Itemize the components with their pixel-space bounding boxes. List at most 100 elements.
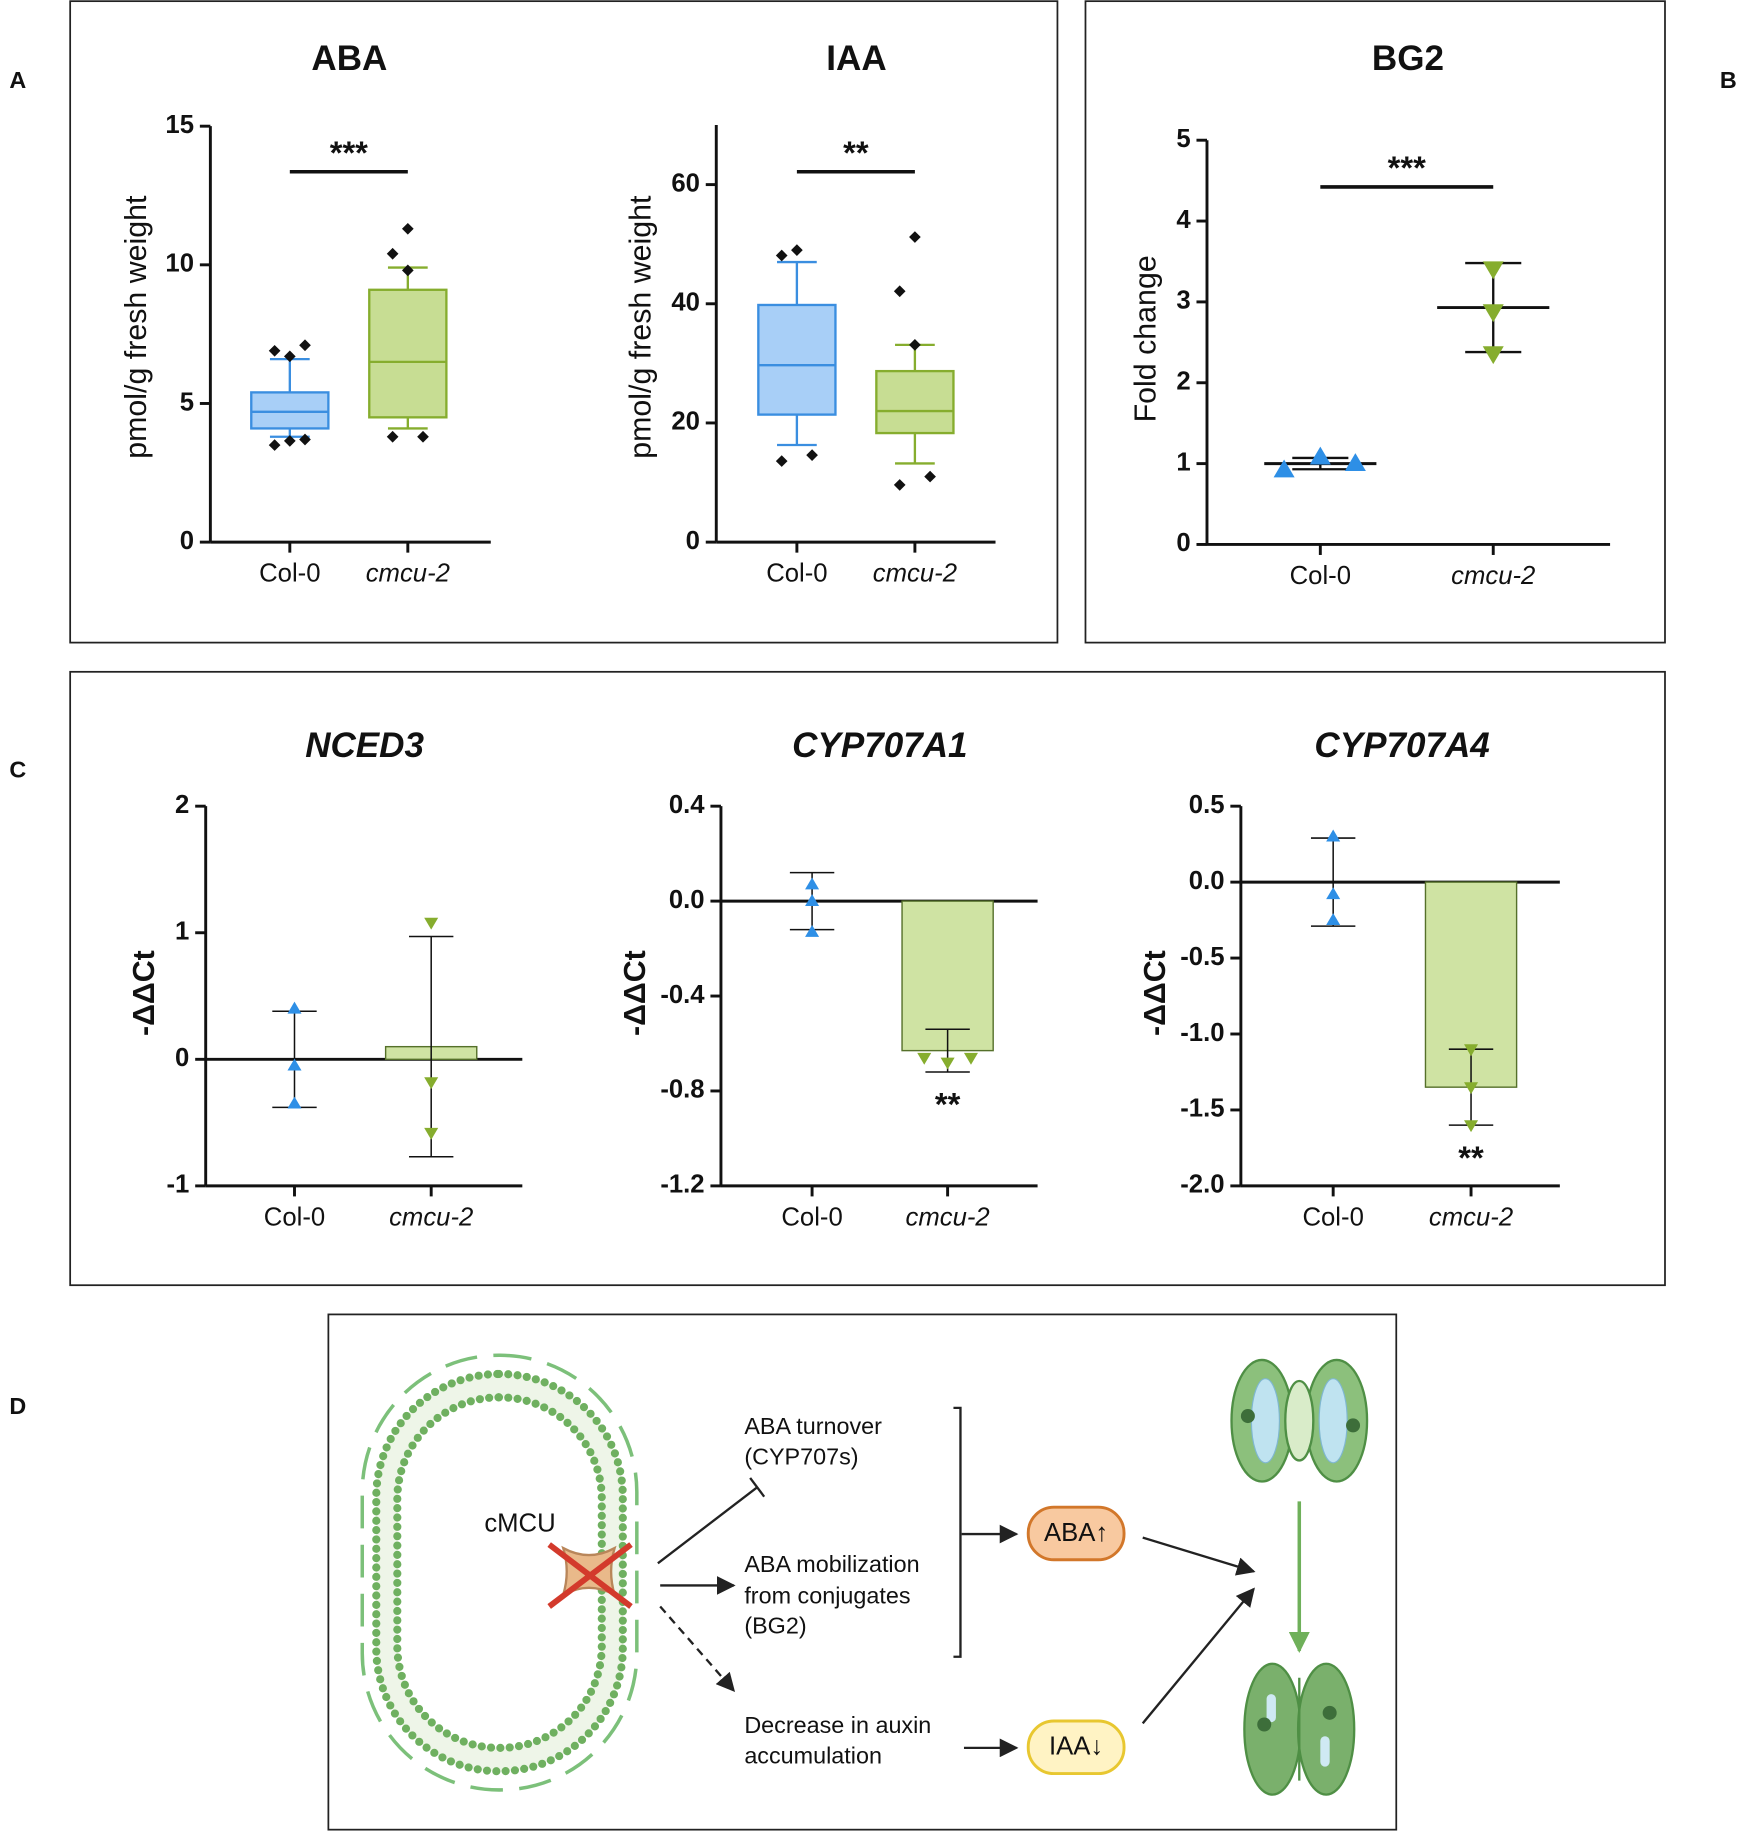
outcome-box (1026, 1505, 1126, 1562)
y-tick-label: 0 (686, 527, 700, 555)
data-point (963, 1052, 978, 1065)
data-point (1464, 1120, 1479, 1133)
cross (547, 1542, 633, 1609)
significance-label: ** (935, 1086, 961, 1123)
data-point (1309, 446, 1331, 465)
panel-frame (69, 670, 1666, 1287)
x-tick-label: cmcu-2 (873, 560, 957, 588)
channel-label: cMCU (484, 1510, 555, 1538)
arrow (1141, 1587, 1255, 1725)
y-tick-label: 0.0 (669, 886, 705, 914)
y-tick-label: 10 (165, 250, 194, 278)
y-tick-label: 5 (180, 388, 194, 416)
data-point (917, 1052, 932, 1065)
y-tick-label: -1.0 (1180, 1019, 1224, 1047)
data-point (1482, 261, 1504, 280)
outlier (924, 470, 936, 483)
x-tick-label: cmcu-2 (1451, 562, 1535, 590)
outlier (417, 430, 429, 443)
y-axis-label: -ΔΔCt (619, 950, 652, 1036)
data-point (1482, 304, 1504, 323)
outlier (401, 222, 414, 235)
outlier (268, 439, 281, 451)
outcome-box (1026, 1719, 1126, 1776)
outcome-label: IAA↓ (1049, 1733, 1103, 1761)
panel-letter: D (9, 1393, 26, 1419)
data-point (424, 1077, 439, 1090)
y-tick-label: 1 (175, 918, 189, 946)
panel-letter: A (9, 67, 26, 93)
outlier (401, 264, 414, 277)
chart-title: BG2 (1372, 39, 1444, 78)
x-tick-label: Col-0 (1290, 562, 1351, 590)
data-point (287, 1001, 302, 1014)
outlier (775, 455, 788, 467)
x-tick-label: Col-0 (259, 560, 320, 588)
stoma-closed (1243, 1662, 1356, 1796)
process-label: accumulation (744, 1742, 882, 1768)
y-tick-label: 0 (180, 527, 194, 555)
bracket (953, 1406, 962, 1658)
outlier (283, 435, 296, 447)
y-tick-label: 5 (1176, 125, 1190, 153)
bar (901, 900, 994, 1052)
outlier (386, 247, 399, 260)
y-axis-label: pmol/g fresh weight (120, 195, 153, 459)
data-point (1326, 913, 1341, 925)
process-label: ABA turnover (744, 1413, 882, 1439)
y-tick-label: 4 (1176, 206, 1191, 234)
chart-title: IAA (826, 39, 886, 78)
x-tick-label: Col-0 (1302, 1203, 1363, 1231)
data-point (1326, 887, 1341, 900)
data-point (1344, 453, 1366, 471)
y-tick-label: 40 (671, 289, 700, 317)
y-axis-label: pmol/g fresh weight (625, 195, 658, 459)
data-point (1326, 829, 1341, 842)
outlier (775, 249, 788, 262)
chart: IAA pmol/g fresh weight 0 20 40 60 Col-0 cmcu-2… (625, 39, 996, 588)
y-tick-label: 60 (671, 169, 700, 197)
chart-title: CYP707A4 (1314, 726, 1489, 765)
panel-letter: C (9, 756, 26, 782)
outlier (909, 339, 921, 351)
inhibit-arrow (749, 1477, 766, 1498)
y-axis-label: -ΔΔCt (128, 950, 161, 1036)
x-tick-label: Col-0 (264, 1203, 325, 1231)
process-label: from conjugates (744, 1582, 910, 1608)
data-point (1464, 1082, 1479, 1095)
outlier (893, 285, 906, 298)
outlier (283, 350, 296, 363)
data-point (805, 894, 820, 907)
data-point (1273, 459, 1295, 478)
outlier (299, 339, 311, 352)
outlier (791, 244, 803, 256)
data-point (287, 1058, 302, 1071)
y-tick-label: 0.5 (1189, 791, 1225, 819)
y-tick-label: 0.4 (669, 791, 705, 819)
chart-title: NCED3 (305, 726, 424, 765)
chart: CYP707A1 -ΔΔCt -1.2 -0.8 -0.4 0.0 0.4 Col-0 cmcu… (619, 726, 1038, 1231)
outlier (386, 430, 399, 443)
y-tick-label: 0 (175, 1044, 189, 1072)
panel-frame (1084, 0, 1666, 644)
data-point (805, 924, 820, 937)
arrow (1142, 1536, 1256, 1576)
y-tick-label: 15 (165, 111, 194, 139)
process-label: (BG2) (744, 1613, 806, 1639)
chart-title: ABA (311, 39, 387, 78)
diagram: cMCU (360, 1353, 1369, 1796)
x-tick-label: Col-0 (766, 560, 827, 588)
outlier (893, 479, 906, 491)
panel-frame (69, 0, 1059, 644)
chart-title: CYP707A1 (792, 726, 967, 765)
y-tick-label: 20 (671, 408, 700, 436)
y-tick-label: 3 (1176, 287, 1190, 315)
box (757, 303, 837, 416)
y-tick-label: 0.0 (1189, 867, 1225, 895)
chart: NCED3 -ΔΔCt -1 0 1 2 Col-0 cmcu-2 (128, 726, 523, 1231)
box (875, 369, 955, 435)
outlier (909, 231, 921, 243)
inhibit-arrow (657, 1486, 758, 1565)
y-tick-label: -1.5 (1180, 1095, 1224, 1123)
